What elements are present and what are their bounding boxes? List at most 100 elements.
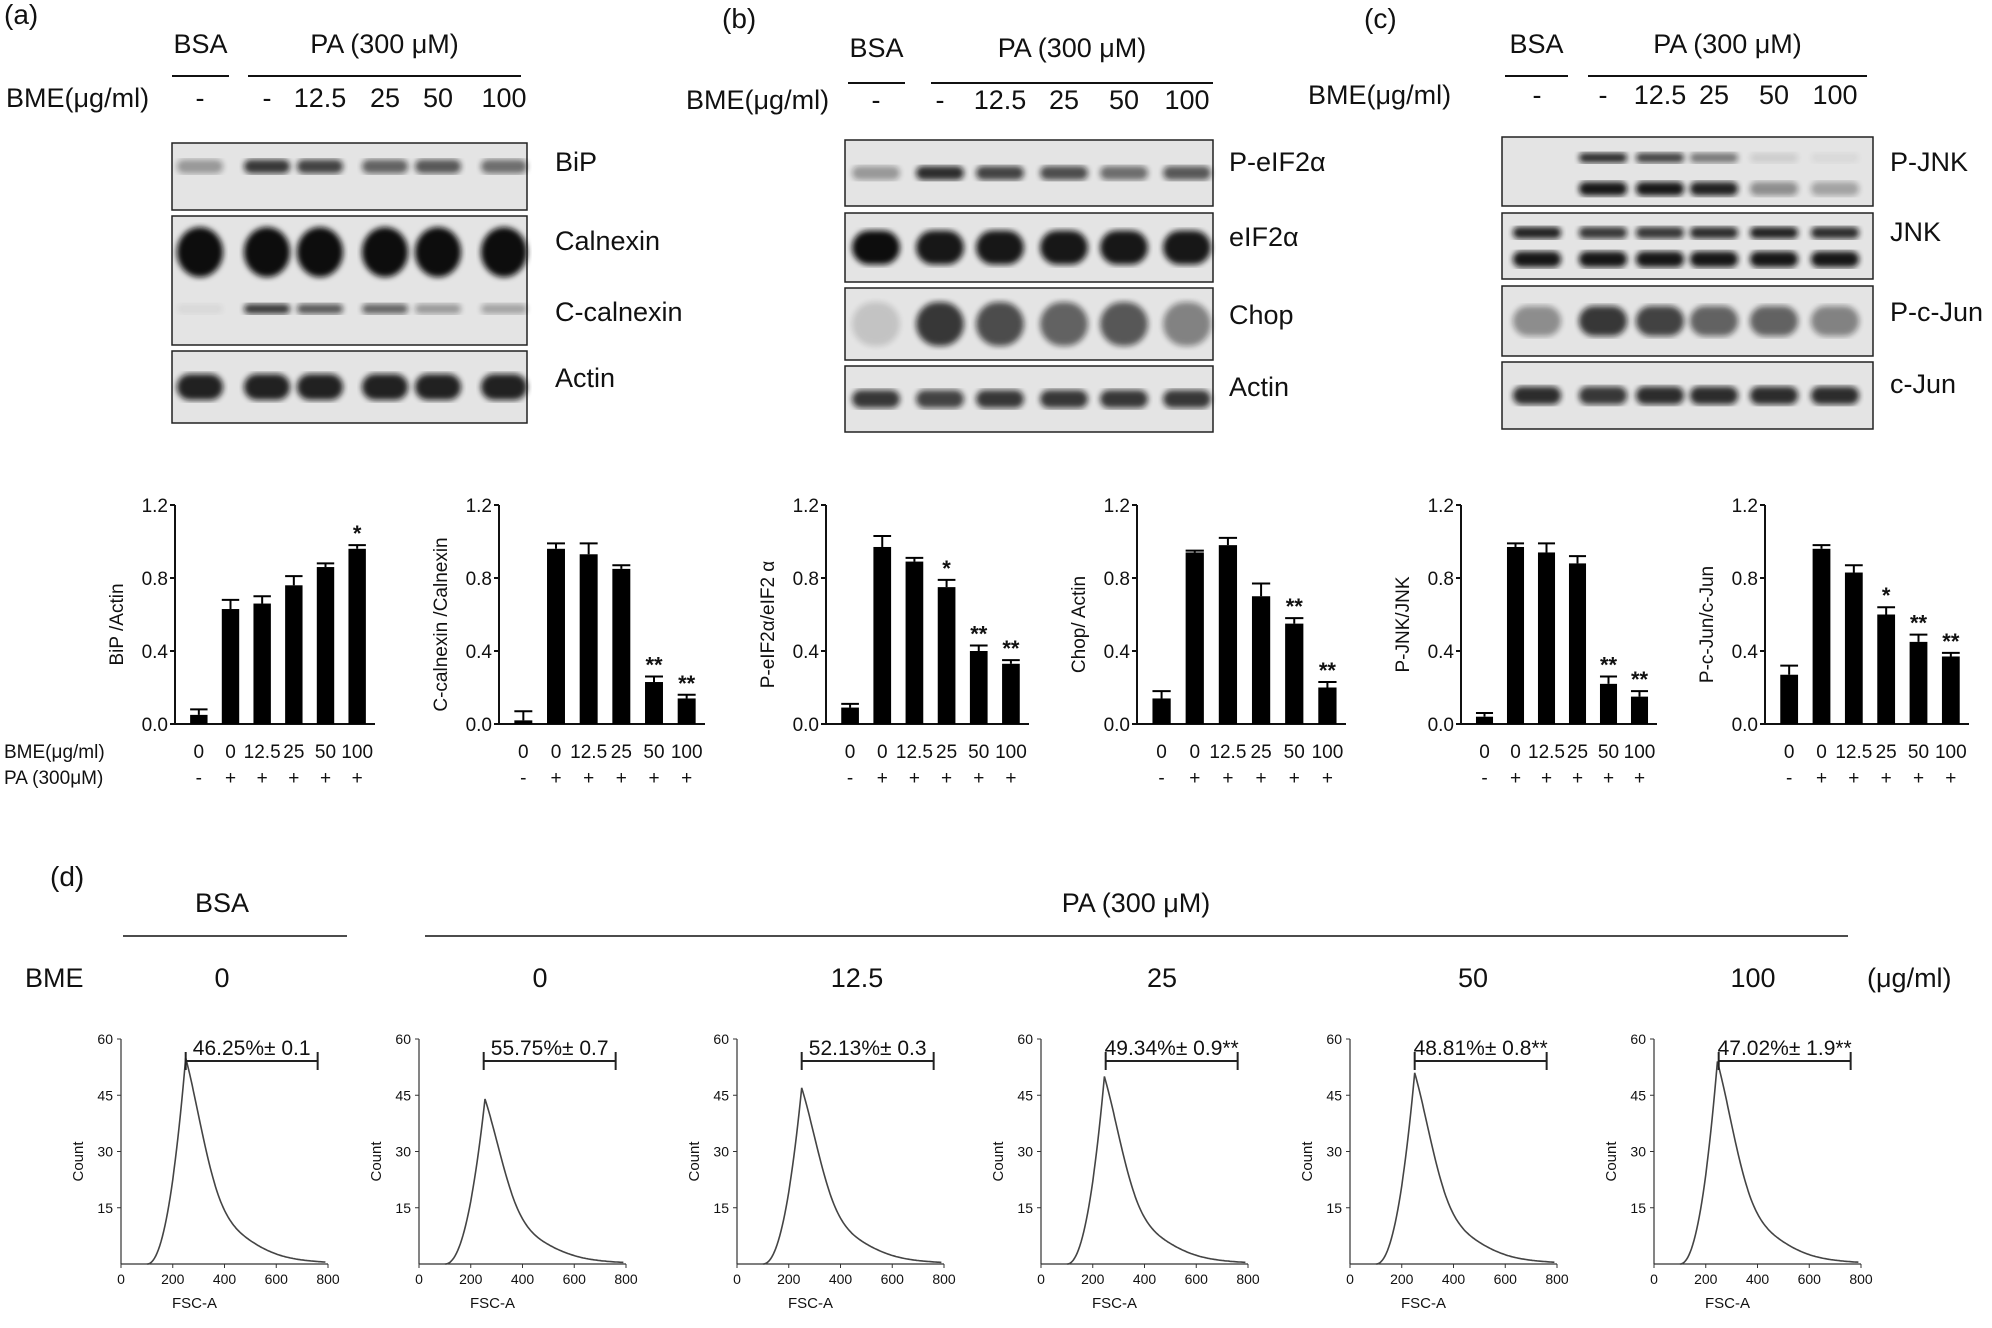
pa-indicator: + xyxy=(681,768,692,789)
x-tick-label: 100 xyxy=(1312,742,1344,763)
band-label: P-c-Jun xyxy=(1890,297,1983,327)
y-tick-label: 1.2 xyxy=(142,496,168,517)
x-tick-label: 400 xyxy=(511,1271,535,1287)
x-tick-label: 0 xyxy=(733,1271,741,1287)
blot-band xyxy=(976,230,1024,265)
blot-band xyxy=(1689,251,1739,268)
pa-indicator: + xyxy=(1541,768,1552,789)
blot-band xyxy=(852,230,900,265)
pa-indicator: + xyxy=(1945,768,1956,789)
lane-label: 100 xyxy=(1164,85,1209,115)
blot-membrane xyxy=(844,287,1214,361)
lane-label: 100 xyxy=(481,83,526,113)
significance-mark: ** xyxy=(970,622,988,647)
x-axis-label: FSC-A xyxy=(1092,1295,1137,1312)
pa-indicator: + xyxy=(616,768,627,789)
significance-mark: ** xyxy=(1319,658,1337,683)
blot-band xyxy=(1810,306,1860,336)
panel-label-a: (a) xyxy=(4,0,38,30)
blot-band xyxy=(1749,306,1799,336)
bar-chart-0: 0.0 0.4 0.8 1.2 BiP /Actin 0 - 0 +12.5 +25 +50 + * 10… xyxy=(107,496,375,789)
blot-panel-0: BSA PA (300 μM)BME(μg/ml) - -12.5 25 50 100BiP… xyxy=(6,29,683,424)
blot-band xyxy=(1040,390,1088,408)
bar xyxy=(1152,698,1171,724)
bsa-header: BSA xyxy=(1509,29,1563,59)
x-tick-label: 100 xyxy=(671,742,703,763)
blot-band xyxy=(1100,166,1148,180)
pa-indicator: + xyxy=(1881,768,1892,789)
bar xyxy=(579,554,598,724)
lane-label: 12.5 xyxy=(294,83,347,113)
x-tick-label: 800 xyxy=(932,1271,956,1287)
blot-band xyxy=(1635,181,1685,196)
blot-membrane xyxy=(1501,361,1874,430)
significance-mark: ** xyxy=(1910,611,1928,636)
significance-mark: ** xyxy=(1631,667,1649,692)
band-label: Calnexin xyxy=(555,226,660,256)
significance-mark: ** xyxy=(645,653,663,678)
gate-percentage: 52.13%± 0.3 xyxy=(809,1037,927,1060)
blot-band xyxy=(480,227,528,278)
dose-label: 100 xyxy=(1730,963,1775,993)
y-tick-label: 30 xyxy=(1326,1144,1342,1160)
bar xyxy=(1251,596,1271,724)
bar xyxy=(1599,683,1618,724)
y-tick-label: 15 xyxy=(1630,1200,1646,1216)
pa-indicator: + xyxy=(1848,768,1859,789)
bar xyxy=(1002,663,1020,724)
x-tick-label: 0 xyxy=(415,1271,423,1287)
x-axis-label: FSC-A xyxy=(1705,1295,1750,1312)
blot-membrane xyxy=(171,350,528,424)
band-label: C-calnexin xyxy=(555,297,683,327)
y-tick-label: 0.8 xyxy=(1732,569,1758,590)
lane-label: 100 xyxy=(1812,80,1857,110)
y-tick-label: 15 xyxy=(395,1200,411,1216)
blot-band xyxy=(414,303,462,314)
bar xyxy=(873,546,892,724)
blot-band xyxy=(1749,152,1799,163)
y-tick-label: 0.4 xyxy=(466,642,493,663)
blot-band xyxy=(296,303,344,314)
blot-band xyxy=(414,227,462,278)
x-tick-label: 100 xyxy=(1935,742,1967,763)
y-tick-label: 15 xyxy=(713,1200,729,1216)
blot-band xyxy=(1810,386,1860,405)
y-axis-label: Count xyxy=(1299,1141,1316,1182)
blot-band xyxy=(1163,390,1211,408)
y-tick-label: 15 xyxy=(97,1200,113,1216)
blot-band xyxy=(1635,152,1685,163)
dose-label: 0 xyxy=(214,963,229,993)
y-axis-label: Count xyxy=(686,1141,703,1182)
blot-membrane xyxy=(1501,212,1874,280)
lane-label: - xyxy=(936,85,945,115)
x-tick-label: 25 xyxy=(1876,742,1897,763)
blot-band xyxy=(1163,230,1211,265)
blot-band xyxy=(1810,181,1860,196)
blot-band xyxy=(916,390,964,408)
dose-label: 12.5 xyxy=(831,963,884,993)
bar xyxy=(348,548,366,724)
pa-indicator: - xyxy=(1786,768,1792,789)
y-tick-label: 45 xyxy=(395,1087,411,1103)
x-tick-label: 600 xyxy=(1798,1271,1822,1287)
significance-mark: * xyxy=(353,521,362,546)
x-tick-label: 0 xyxy=(845,742,856,763)
significance-mark: ** xyxy=(678,671,696,696)
lane-label: - xyxy=(196,83,205,113)
x-tick-label: 50 xyxy=(643,742,664,763)
x-tick-label: 50 xyxy=(968,742,989,763)
blot-band xyxy=(1163,166,1211,180)
x-tick-label: 800 xyxy=(614,1271,638,1287)
bme-label: BME(μg/ml) xyxy=(1308,80,1451,110)
x-tick-label: 25 xyxy=(283,742,304,763)
y-tick-label: 0.4 xyxy=(142,642,169,663)
blot-band xyxy=(414,374,462,400)
blot-band xyxy=(1512,226,1562,239)
y-tick-label: 60 xyxy=(1326,1031,1342,1047)
x-tick-label: 100 xyxy=(341,742,373,763)
bar xyxy=(1780,674,1799,724)
y-axis-label: Count xyxy=(990,1141,1007,1182)
